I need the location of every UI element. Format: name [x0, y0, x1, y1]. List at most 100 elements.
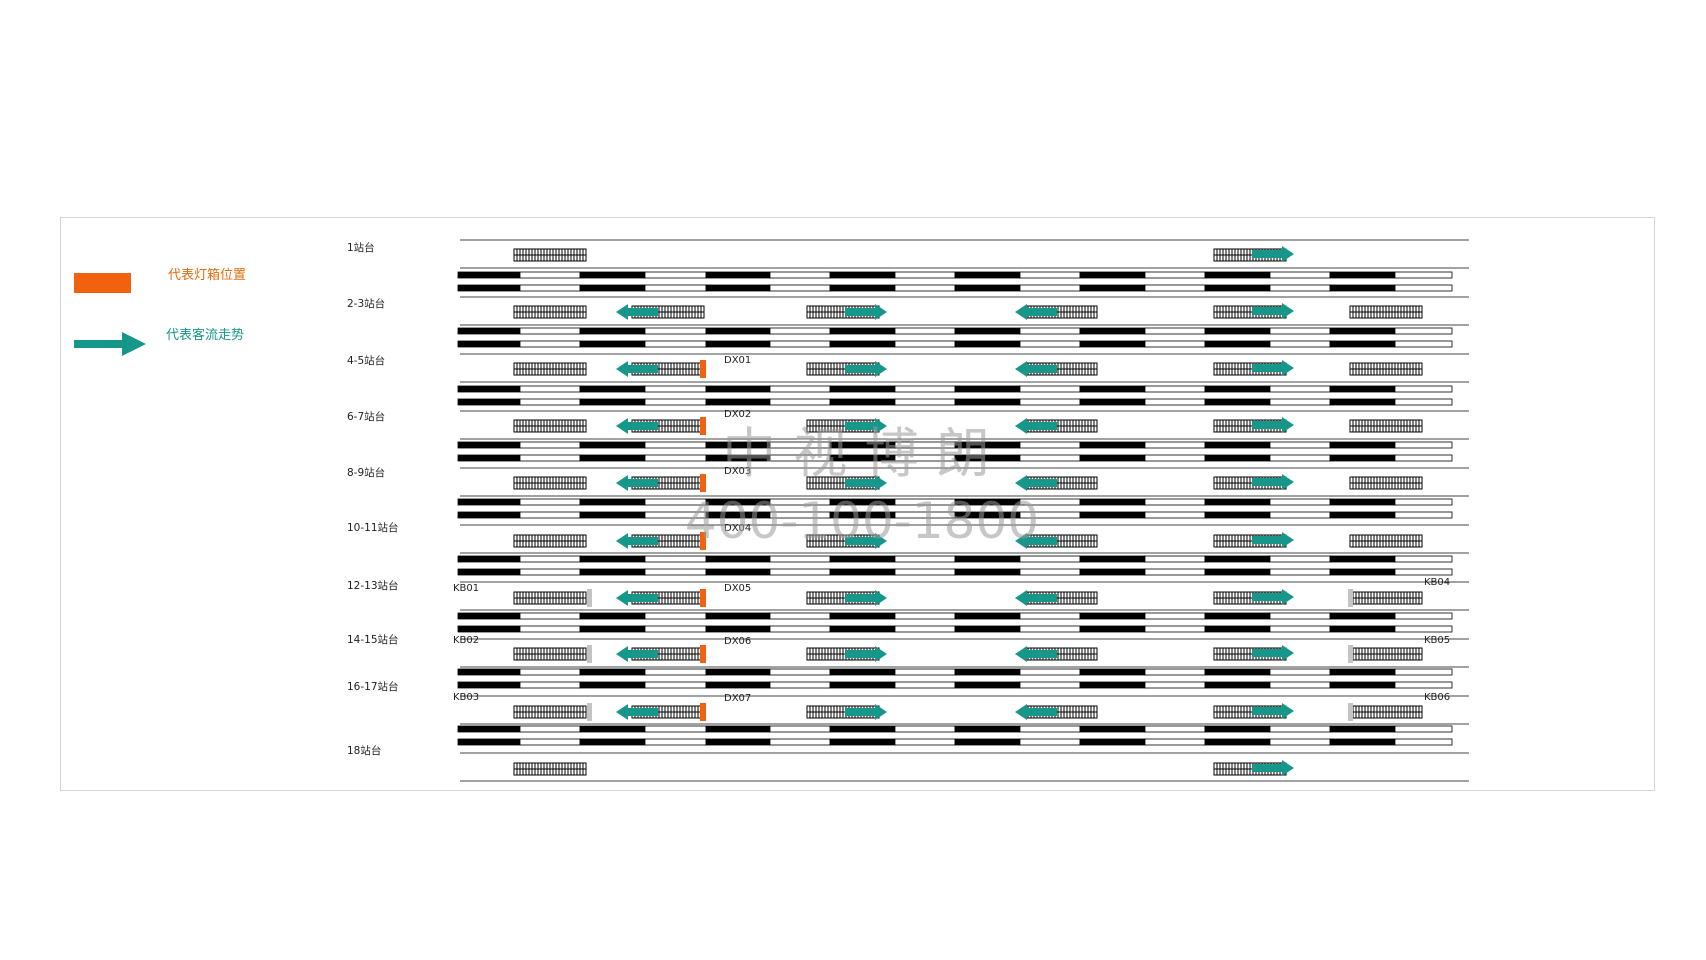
rail-segment: [829, 612, 896, 620]
rail-segment: [1079, 385, 1146, 393]
stairs-icon: [1349, 419, 1423, 433]
signage-marker: [587, 645, 592, 663]
rail-segment: [1204, 327, 1271, 335]
flow-arrow-right-icon: [845, 646, 887, 662]
rail-segment: [1394, 681, 1453, 689]
rail-segment: [829, 385, 896, 393]
rail-segment: [457, 725, 521, 733]
rail-segment: [1394, 454, 1453, 462]
rail-segment: [1079, 271, 1146, 279]
rail-segment: [519, 271, 581, 279]
rail-segment: [1144, 454, 1206, 462]
rail-segment: [769, 284, 831, 292]
rail-segment: [1269, 738, 1331, 746]
rail-segment: [954, 681, 1021, 689]
rail-segment: [1269, 568, 1331, 576]
rail-segment: [457, 668, 521, 676]
flow-arrow-left-icon: [1015, 304, 1057, 320]
rail-segment: [457, 625, 521, 633]
platform-lines-layer: [460, 239, 1469, 782]
rail-segment: [705, 668, 771, 676]
flow-legend-label: 代表客流走势: [166, 328, 245, 343]
rail-segment: [894, 738, 956, 746]
signage-code-label: KB04: [1424, 577, 1450, 588]
rail-segment: [644, 555, 707, 563]
rail-segment: [457, 498, 521, 506]
rail-segment: [894, 681, 956, 689]
rail-segment: [1269, 385, 1331, 393]
rail-segment: [1329, 441, 1396, 449]
rail-segment: [1144, 327, 1206, 335]
rail-segment: [1269, 668, 1331, 676]
rail-segment: [519, 284, 581, 292]
platform-label: 6-7站台: [347, 410, 385, 423]
rail-segment: [1144, 340, 1206, 348]
rail-segment: [829, 271, 896, 279]
rail-segment: [954, 398, 1021, 406]
flow-arrow-right-icon: [1252, 246, 1294, 262]
lightbox-code-label: DX07: [724, 693, 751, 704]
rail-segment: [519, 725, 581, 733]
rail-segment: [457, 340, 521, 348]
rail-segment: [894, 568, 956, 576]
rail-segment: [1269, 725, 1331, 733]
rail-segment: [705, 625, 771, 633]
rail-segment: [1269, 612, 1331, 620]
rail-segment: [1019, 612, 1081, 620]
rail-segment: [1204, 340, 1271, 348]
stairs-icon: [1349, 362, 1423, 376]
rail-segment: [1079, 681, 1146, 689]
rail-segment: [1394, 568, 1453, 576]
rail-segment: [1204, 625, 1271, 633]
rail-segment: [1019, 441, 1081, 449]
rail-segment: [1019, 625, 1081, 633]
rail-segment: [457, 271, 521, 279]
rail-segment: [954, 738, 1021, 746]
rail-segment: [579, 340, 646, 348]
rail-segment: [579, 511, 646, 519]
rail-segment: [1019, 555, 1081, 563]
rail-segment: [1019, 284, 1081, 292]
rail-segment: [1144, 398, 1206, 406]
rail-segment: [769, 385, 831, 393]
rail-segment: [1204, 612, 1271, 620]
rail-segment: [829, 327, 896, 335]
rail-segment: [1079, 668, 1146, 676]
rail-segment: [954, 327, 1021, 335]
rail-segment: [1144, 725, 1206, 733]
flow-arrow-right-icon: [845, 418, 887, 434]
lightbox-code-label: DX03: [724, 466, 751, 477]
rail-segment: [579, 385, 646, 393]
rail-segment: [1204, 498, 1271, 506]
rail-segment: [457, 681, 521, 689]
stairs-icon: [513, 762, 587, 776]
flow-arrow-right-icon: [845, 704, 887, 720]
rail-segment: [519, 668, 581, 676]
rail-segment: [1329, 385, 1396, 393]
flow-arrow-left-icon: [1015, 704, 1057, 720]
markers-layer: [587, 246, 1353, 776]
rail-segment: [579, 284, 646, 292]
rail-segment: [1079, 612, 1146, 620]
rail-segment: [1329, 327, 1396, 335]
rail-segment: [579, 555, 646, 563]
rail-segment: [644, 454, 707, 462]
rail-segment: [1144, 681, 1206, 689]
rail-segment: [705, 327, 771, 335]
signage-code-label: KB03: [453, 692, 479, 703]
lightbox-code-label: DX05: [724, 583, 751, 594]
rail-segment: [644, 441, 707, 449]
rail-segment: [829, 738, 896, 746]
signage-marker: [587, 589, 592, 607]
rail-segment: [705, 612, 771, 620]
rail-segment: [1269, 625, 1331, 633]
lightbox-code-label: DX02: [724, 409, 751, 420]
flow-arrow-left-icon: [616, 646, 658, 662]
rail-segment: [1204, 441, 1271, 449]
flow-arrow-left-icon: [616, 475, 658, 491]
rail-segment: [954, 612, 1021, 620]
rail-segment: [1079, 511, 1146, 519]
rail-segment: [644, 738, 707, 746]
rail-segment: [519, 454, 581, 462]
rail-segment: [769, 725, 831, 733]
